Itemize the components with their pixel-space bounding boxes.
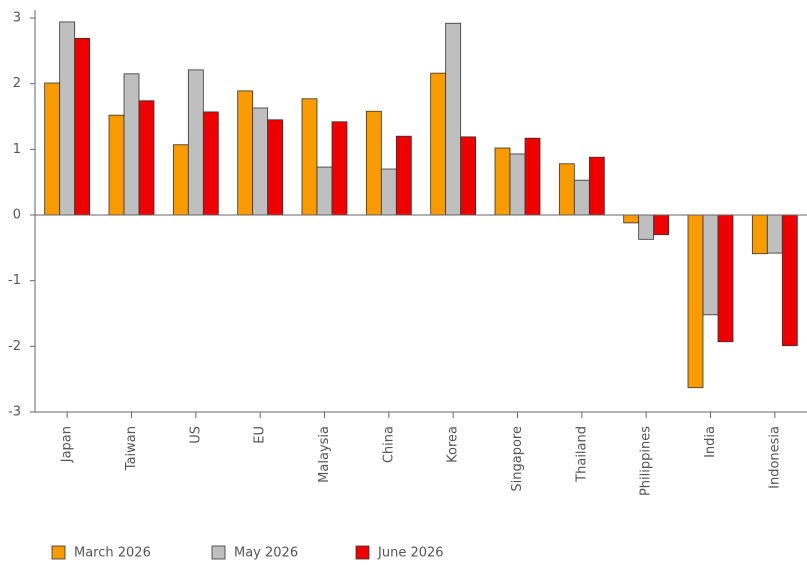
bar: [653, 214, 670, 236]
x-tick-label: Thailand: [574, 426, 589, 483]
bar: [687, 214, 704, 389]
bar: [123, 73, 140, 216]
x-tick-label: China: [381, 426, 396, 463]
legend-label: June 2026: [377, 546, 444, 561]
bar: [59, 21, 76, 216]
bar: [588, 156, 605, 216]
legend-swatch: [211, 545, 226, 560]
x-tick-label: Taiwan: [124, 426, 139, 471]
legend-swatch: [355, 545, 370, 560]
bar: [623, 214, 640, 224]
bar: [395, 135, 412, 216]
x-tick-label: Indonesia: [767, 426, 782, 489]
bar: [172, 144, 189, 216]
x-tick-label: Japan: [60, 426, 75, 463]
y-tick-label: 2: [13, 76, 21, 91]
bar: [252, 107, 269, 216]
bar: [138, 100, 155, 216]
x-tick-label: Singapore: [510, 426, 525, 492]
x-tick-label: India: [703, 426, 718, 458]
bar: [365, 110, 382, 216]
y-tick-label: 0: [13, 208, 21, 223]
bar: [331, 121, 348, 216]
bar: [74, 37, 91, 216]
bar: [460, 136, 477, 216]
bar: [44, 82, 61, 216]
y-tick-label: -2: [8, 339, 21, 354]
bar: [751, 214, 768, 255]
bar: [237, 90, 254, 216]
y-tick-label: 3: [13, 11, 21, 26]
bar: [187, 69, 204, 216]
y-tick-label: -3: [8, 405, 21, 420]
x-tick-label: Malaysia: [317, 426, 332, 483]
bar: [494, 147, 511, 216]
bar: [781, 214, 798, 347]
bar: [524, 137, 541, 216]
bar: [316, 166, 333, 216]
bar: [267, 119, 284, 216]
legend-swatch: [51, 545, 66, 560]
bar: [509, 153, 526, 216]
bar: [430, 72, 447, 216]
y-tick-label: -1: [8, 273, 21, 288]
bar: [558, 163, 575, 216]
bar: [202, 111, 219, 216]
bar: [573, 179, 590, 216]
x-tick-label: Korea: [446, 426, 461, 463]
legend-label: March 2026: [74, 546, 151, 561]
legend-label: May 2026: [234, 546, 298, 561]
bar: [301, 98, 318, 216]
x-tick-label: EU: [253, 426, 268, 444]
bar: [638, 214, 655, 240]
bar: [766, 214, 783, 254]
bar: [380, 168, 397, 216]
x-tick-label: US: [188, 426, 203, 444]
bar: [108, 114, 125, 216]
y-tick-label: 1: [13, 142, 21, 157]
bar: [445, 22, 462, 216]
bar: [717, 214, 734, 343]
x-tick-label: Philippines: [639, 426, 654, 496]
bar: [702, 214, 719, 316]
